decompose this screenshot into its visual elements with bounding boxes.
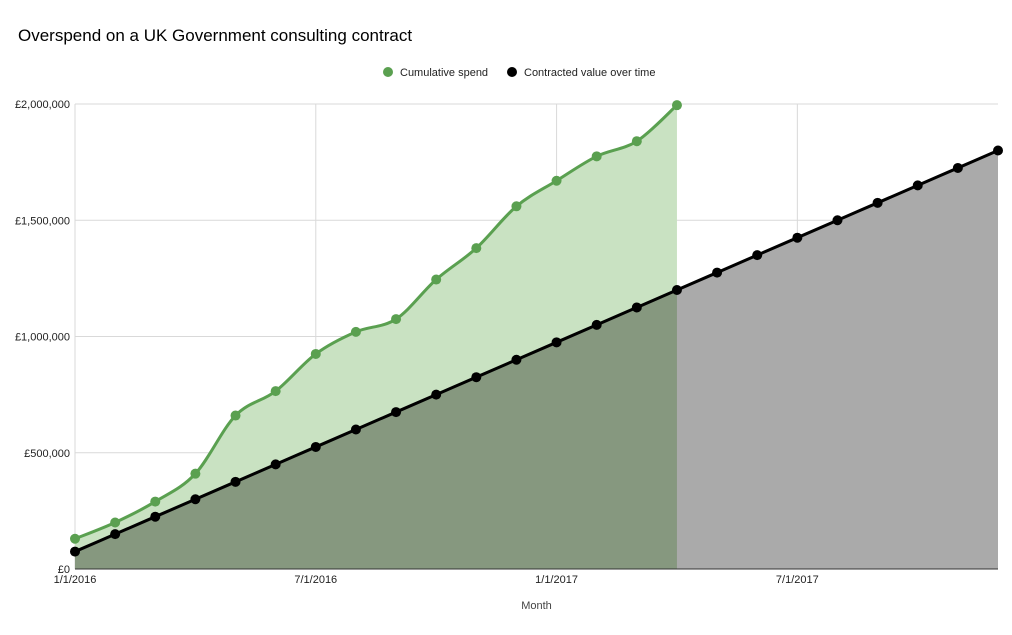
cumulative-spend-point bbox=[350, 326, 361, 337]
contracted-value-point bbox=[912, 180, 923, 191]
contracted-value-point bbox=[350, 424, 361, 435]
x-axis-title: Month bbox=[521, 600, 552, 612]
contracted-value-point bbox=[150, 511, 161, 522]
contracted-value-point bbox=[310, 441, 321, 452]
y-tick-label: £1,000,000 bbox=[15, 332, 70, 344]
legend-label: Cumulative spend bbox=[400, 67, 488, 79]
y-tick-label: £0 bbox=[58, 564, 70, 576]
contracted-value-point bbox=[872, 197, 883, 208]
contracted-value-point bbox=[952, 162, 963, 173]
contracted-value-point bbox=[832, 215, 843, 226]
contracted-value-point bbox=[230, 476, 241, 487]
contracted-value-point bbox=[471, 372, 482, 383]
cumulative-spend-point bbox=[270, 386, 281, 397]
contracted-value-point bbox=[591, 319, 602, 330]
contracted-value-point bbox=[431, 389, 442, 400]
contracted-value-point bbox=[270, 459, 281, 470]
contracted-value-point bbox=[671, 285, 682, 295]
cumulative-spend-point bbox=[671, 100, 682, 111]
cumulative-spend-point bbox=[310, 348, 321, 359]
contracted-value-point bbox=[752, 250, 763, 261]
contracted-value-point bbox=[792, 232, 803, 243]
overlap-area bbox=[75, 290, 677, 569]
cumulative-spend-point bbox=[391, 314, 402, 325]
cumulative-spend-point bbox=[471, 243, 482, 254]
x-tick-label: 7/1/2017 bbox=[776, 574, 819, 586]
cumulative-spend-point bbox=[591, 151, 602, 162]
cumulative-spend-point bbox=[431, 274, 442, 285]
y-tick-label: £2,000,000 bbox=[15, 99, 70, 111]
contracted-value-point bbox=[551, 337, 562, 348]
chart-title: Overspend on a UK Government consulting … bbox=[18, 26, 413, 45]
contracted-value-point bbox=[110, 529, 121, 540]
cumulative-spend-point bbox=[511, 201, 522, 212]
cumulative-spend-line bbox=[74, 104, 678, 541]
contracted-value-point bbox=[190, 494, 201, 505]
legend-marker bbox=[383, 67, 393, 77]
contracted-value-point bbox=[391, 407, 402, 418]
contracted-value-point bbox=[712, 267, 723, 278]
x-tick-label: 1/1/2016 bbox=[54, 574, 97, 586]
cumulative-spend-point bbox=[631, 136, 642, 147]
y-tick-label: £1,500,000 bbox=[15, 215, 70, 227]
contracted-value-point bbox=[70, 546, 80, 557]
cumulative-spend-point bbox=[70, 533, 80, 544]
y-tick-label: £500,000 bbox=[24, 448, 70, 460]
x-tick-label: 7/1/2016 bbox=[294, 574, 337, 586]
contracted-value-point bbox=[511, 354, 522, 365]
contracted-value-point bbox=[993, 145, 1003, 156]
cumulative-spend-point bbox=[110, 517, 121, 528]
legend-marker bbox=[507, 67, 517, 77]
cumulative-spend-point bbox=[150, 496, 161, 507]
cumulative-spend-point bbox=[551, 175, 562, 186]
x-tick-label: 1/1/2017 bbox=[535, 574, 578, 586]
cumulative-spend-point bbox=[230, 410, 241, 421]
cumulative-spend-point bbox=[190, 468, 201, 479]
legend-label: Contracted value over time bbox=[524, 67, 655, 79]
contracted-value-point bbox=[631, 302, 642, 313]
